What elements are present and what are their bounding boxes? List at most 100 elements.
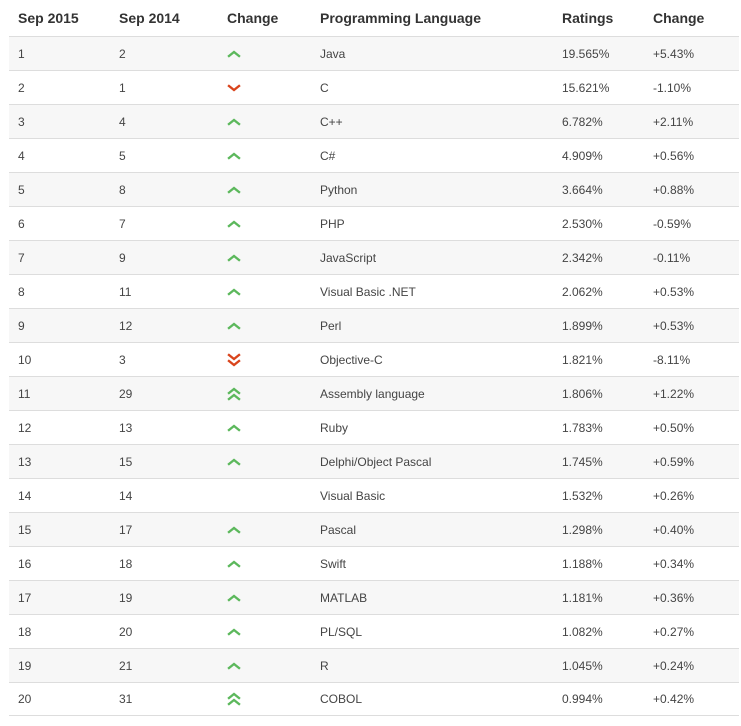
rank-change [218, 658, 311, 673]
language-name: C# [320, 148, 336, 163]
header-ratings[interactable]: Ratings [562, 10, 614, 26]
current-rank: 15 [18, 522, 32, 537]
rank-change [218, 114, 311, 129]
previous-rank: 2 [119, 46, 126, 61]
previous-rank: 12 [119, 318, 133, 333]
current-rank: 3 [18, 114, 25, 129]
arrow-down-icon [227, 81, 241, 95]
rating-value: 15.621% [562, 80, 610, 95]
previous-rank: 18 [119, 556, 133, 571]
arrow-up-icon [227, 455, 241, 469]
rating-value: 1.783% [562, 420, 603, 435]
arrow-up-icon [227, 285, 241, 299]
current-rank: 18 [18, 624, 32, 639]
rank-change [218, 420, 311, 435]
previous-rank: 3 [119, 352, 126, 367]
rank-change [218, 556, 311, 571]
header-previous-rank[interactable]: Sep 2014 [119, 10, 180, 26]
language-name: JavaScript [320, 250, 377, 265]
arrow-up-icon [227, 625, 241, 639]
current-rank: 13 [18, 454, 32, 469]
previous-rank: 8 [119, 182, 126, 197]
current-rank: 12 [18, 420, 32, 435]
language-name: PHP [320, 216, 345, 231]
previous-rank: 7 [119, 216, 126, 231]
rank-change [218, 148, 311, 163]
rating-change: +0.88% [653, 182, 695, 197]
previous-rank: 14 [119, 488, 133, 503]
table-row: 11 29 Assembly language 1.806% +1.22% [9, 376, 739, 410]
previous-rank: 5 [119, 148, 126, 163]
table-row: 6 7 PHP 2.530% -0.59% [9, 206, 739, 240]
table-row: 4 5 C# 4.909% +0.56% [9, 138, 739, 172]
current-rank: 5 [18, 182, 25, 197]
current-rank: 14 [18, 488, 32, 503]
table-header: Sep 2015 Sep 2014 Change Programming Lan… [9, 0, 739, 36]
rating-value: 1.806% [562, 386, 603, 401]
rating-change: +0.50% [653, 420, 695, 435]
table-row: 20 31 COBOL 0.994% +0.42% [9, 682, 739, 716]
arrow-up-icon [227, 217, 241, 231]
arrow-up-icon [227, 421, 241, 435]
rating-value: 2.342% [562, 250, 603, 265]
previous-rank: 19 [119, 590, 133, 605]
language-name: Pascal [320, 522, 357, 537]
arrow-up-icon [227, 557, 241, 571]
previous-rank: 21 [119, 658, 133, 673]
current-rank: 4 [18, 148, 25, 163]
rating-change: +0.34% [653, 556, 695, 571]
header-language[interactable]: Programming Language [320, 10, 482, 26]
rank-change [218, 352, 311, 367]
rating-change: +2.11% [653, 114, 694, 129]
arrow-up-icon [227, 251, 241, 265]
current-rank: 16 [18, 556, 32, 571]
language-name: Visual Basic .NET [320, 284, 416, 299]
rating-change: +0.26% [653, 488, 695, 503]
arrow-up-icon [227, 47, 241, 61]
header-current-rank[interactable]: Sep 2015 [18, 10, 79, 26]
rating-value: 19.565% [562, 46, 610, 61]
rank-change [218, 80, 311, 95]
table-row: 5 8 Python 3.664% +0.88% [9, 172, 739, 206]
table-row: 16 18 Swift 1.188% +0.34% [9, 546, 739, 580]
current-rank: 20 [18, 692, 32, 706]
table-row: 15 17 Pascal 1.298% +0.40% [9, 512, 739, 546]
rating-value: 3.664% [562, 182, 603, 197]
current-rank: 1 [18, 46, 25, 61]
rating-change: +0.42% [653, 692, 695, 706]
table-row: 10 3 Objective-C 1.821% -8.11% [9, 342, 739, 376]
arrow-up-icon [227, 659, 241, 673]
rating-change: +0.27% [653, 624, 695, 639]
rating-change: +0.40% [653, 522, 695, 537]
table-row: 13 15 Delphi/Object Pascal 1.745% +0.59% [9, 444, 739, 478]
previous-rank: 15 [119, 454, 133, 469]
header-rating-change[interactable]: Change [653, 10, 705, 26]
rank-change [218, 46, 311, 61]
language-name: MATLAB [320, 590, 368, 605]
rating-value: 6.782% [562, 114, 603, 129]
rating-value: 1.821% [562, 352, 603, 367]
table-row: 17 19 MATLAB 1.181% +0.36% [9, 580, 739, 614]
language-name: Ruby [320, 420, 349, 435]
header-change[interactable]: Change [227, 10, 279, 26]
rating-value: 1.188% [562, 556, 603, 571]
rating-value: 1.298% [562, 522, 603, 537]
table-row: 2 1 C 15.621% -1.10% [9, 70, 739, 104]
rank-change [218, 216, 311, 231]
arrow-up-icon [227, 591, 241, 605]
rating-value: 1.899% [562, 318, 603, 333]
rating-change: -1.10% [653, 80, 692, 95]
rank-change [218, 522, 311, 537]
language-name: C++ [320, 114, 343, 129]
rating-change: -8.11% [653, 352, 691, 367]
current-rank: 6 [18, 216, 25, 231]
rating-value: 1.745% [562, 454, 603, 469]
arrow-up-icon [227, 149, 241, 163]
table-body: 1 2 Java 19.565% +5.43% 2 1 C 15.621% -1.10% 3 4 C++… [9, 36, 739, 716]
arrow-up-icon [227, 115, 241, 129]
rank-change [218, 624, 311, 639]
rating-change: +1.22% [653, 386, 695, 401]
language-name: Java [320, 46, 346, 61]
table-row: 9 12 Perl 1.899% +0.53% [9, 308, 739, 342]
rank-change [218, 284, 311, 299]
